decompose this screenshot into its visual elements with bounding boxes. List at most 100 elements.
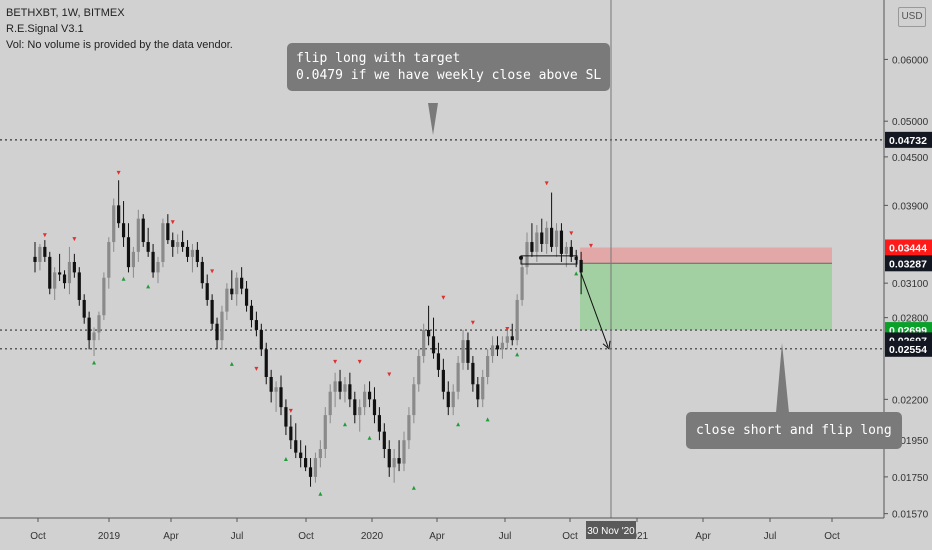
currency-button[interactable]: USD	[898, 7, 926, 27]
candle-body	[481, 376, 485, 400]
candle-body	[107, 242, 111, 278]
candle-body	[195, 249, 199, 262]
candle-body	[77, 272, 81, 300]
candle-body	[348, 384, 352, 400]
candle-body	[48, 256, 52, 289]
buy-signal-marker	[456, 422, 461, 427]
sell-signal-marker	[387, 372, 392, 377]
symbol-title: BETHXBT, 1W, BITMEX	[6, 7, 125, 19]
price-label-text: 0.04732	[889, 135, 927, 147]
candle-body	[436, 353, 441, 370]
candle-body	[62, 274, 67, 284]
top-callout-line2: 0.0479 if we have weekly close above SL	[296, 68, 602, 83]
buy-signal-marker	[515, 352, 520, 357]
x-tick-label: Apr	[695, 531, 711, 542]
projection-arrow	[579, 270, 609, 347]
x-tick-label: Oct	[562, 531, 578, 542]
candle-body	[102, 277, 106, 316]
candle-body	[304, 458, 308, 468]
candle-body	[525, 242, 529, 268]
x-tick-label: Apr	[429, 531, 445, 542]
candle-body	[377, 415, 381, 432]
x-tick-label: Jul	[231, 531, 244, 542]
bottom-callout-text: close short and flip long	[696, 423, 892, 438]
buy-signal-marker	[367, 435, 372, 440]
candle-body	[486, 356, 490, 377]
sell-signal-marker	[357, 359, 362, 364]
candle-body	[407, 415, 411, 441]
y-tick-label: 0.05000	[892, 117, 929, 128]
candle-body	[530, 242, 534, 252]
sell-signal-marker	[569, 231, 574, 236]
sell-signal-marker	[588, 243, 593, 248]
price-label-box	[885, 239, 932, 256]
indicator-name: R.E.Signal V3.1	[6, 23, 84, 35]
candle-body	[456, 362, 460, 392]
x-tick-label: Oct	[298, 531, 314, 542]
candle-body	[417, 356, 421, 385]
candle-body	[82, 299, 86, 318]
sell-signal-marker	[441, 295, 446, 300]
candle-body	[505, 336, 509, 343]
candle-body	[318, 449, 322, 459]
sell-signal-marker	[42, 233, 47, 238]
candle-body	[520, 267, 524, 300]
price-label-box	[885, 340, 932, 357]
sell-signal-marker	[116, 170, 121, 175]
candle-body	[289, 426, 293, 441]
candle-body	[427, 329, 431, 337]
candle-body	[97, 315, 101, 333]
candle-body	[166, 223, 170, 241]
x-tick-label: 2019	[98, 531, 121, 542]
buy-signal-marker	[411, 485, 416, 490]
candle-body	[43, 246, 47, 257]
sell-signal-marker	[254, 366, 259, 371]
y-tick-label: 0.03100	[892, 279, 929, 290]
sell-signal-marker	[470, 320, 475, 325]
projection-arrowhead	[602, 340, 611, 350]
candle-body	[545, 227, 549, 244]
buy-signal-marker	[92, 360, 97, 365]
volume-note: Vol: No volume is provided by the data v…	[6, 39, 233, 51]
candle-body	[313, 458, 318, 477]
crosshair-date-box	[586, 521, 636, 539]
stop-loss-zone	[580, 247, 832, 264]
candle-body	[235, 277, 239, 295]
candle-body	[146, 242, 150, 252]
candle-body	[476, 384, 480, 400]
y-tick-label: 0.01750	[892, 473, 929, 484]
candle-body	[466, 340, 470, 363]
candle-body	[225, 288, 229, 312]
candle-body	[323, 415, 327, 450]
candle-body	[294, 440, 298, 453]
top-callout-line1: flip long with target	[296, 51, 461, 66]
price-label-text: 0.03287	[889, 258, 927, 270]
bottom-callout[interactable]: close short and flip long	[686, 412, 902, 449]
candle-body	[574, 256, 578, 260]
candle-body	[431, 336, 436, 354]
candle-body	[284, 407, 288, 427]
top-callout[interactable]: flip long with target 0.0479 if we have …	[287, 43, 611, 91]
buy-signal-marker	[342, 422, 347, 427]
candle-body	[200, 261, 204, 284]
candle-body	[58, 272, 62, 275]
candle-body	[151, 251, 155, 273]
sell-signal-marker	[333, 359, 338, 364]
buy-signal-marker	[574, 271, 579, 276]
buy-signal-marker	[485, 417, 490, 422]
position-zones	[580, 247, 832, 331]
candle-body	[471, 362, 475, 385]
target-zone	[580, 263, 832, 331]
candle-body	[358, 407, 362, 416]
candle-body	[244, 288, 249, 306]
candle-body	[554, 230, 559, 247]
candle-body	[490, 345, 495, 357]
candle-body	[569, 246, 573, 257]
candle-body	[412, 384, 416, 416]
candle-body	[121, 223, 126, 238]
candle-body	[264, 349, 268, 377]
candle-body	[372, 399, 377, 416]
candle-body	[535, 232, 539, 252]
candle-body	[559, 230, 564, 254]
